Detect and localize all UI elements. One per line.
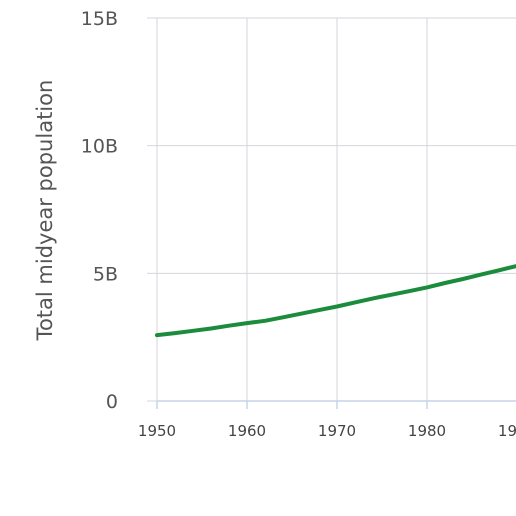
x-tick-label: 1990 [498, 422, 516, 440]
x-tick-label: 1970 [318, 422, 356, 440]
series-lines [155, 264, 516, 338]
grid-lines [156, 17, 516, 401]
axes [147, 17, 516, 409]
x-tick-label: 1960 [228, 422, 266, 440]
population-series-line [155, 264, 516, 338]
x-tick-label: 1980 [408, 422, 446, 440]
y-tick-label: 10B [81, 136, 118, 158]
y-tick-label: 15B [81, 8, 118, 30]
y-tick-label: 5B [93, 263, 118, 285]
y-axis-title: Total midyear population [33, 80, 57, 342]
tick-labels: 0 5B 10B 15B 1950 1960 1970 1980 1990 [81, 8, 516, 440]
x-tick-label: 1950 [138, 422, 176, 440]
y-tick-label: 0 [106, 391, 118, 413]
